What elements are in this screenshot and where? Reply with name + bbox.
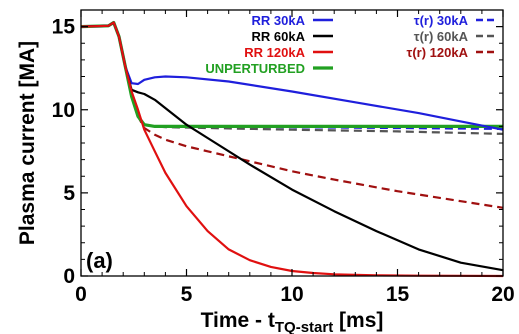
y-axis-label: Plasma current [MA] — [16, 41, 39, 245]
legend-label-5: τ(r) 60kA — [414, 29, 469, 44]
legend-label-3: UNPERTURBED — [205, 61, 305, 76]
x-axis-label-unit: [ms] — [333, 309, 383, 332]
y-tick-label-0: 0 — [63, 265, 75, 288]
panel-label: (a) — [86, 248, 113, 273]
x-tick-label-2: 10 — [280, 283, 303, 306]
y-tick-label-1: 5 — [63, 182, 75, 205]
legend-label-2: RR 120kA — [244, 45, 305, 60]
x-tick-label-1: 5 — [181, 283, 193, 306]
x-tick-label-0: 0 — [75, 283, 87, 306]
x-tick-label-3: 15 — [386, 283, 410, 306]
legend-label-0: RR 30kA — [252, 13, 306, 28]
x-axis-label-subscript: TQ-start — [275, 319, 333, 334]
legend-label-6: τ(r) 120kA — [407, 45, 469, 60]
x-tick-label-4: 20 — [491, 283, 514, 306]
y-tick-label-3: 15 — [52, 16, 76, 39]
x-axis-label-main: Time - t — [201, 309, 275, 332]
x-axis-label: Time - tTQ-start [ms] — [201, 309, 384, 334]
legend-label-4: τ(r) 30kA — [414, 13, 469, 28]
legend-label-1: RR 60kA — [252, 29, 306, 44]
y-tick-label-2: 10 — [52, 99, 75, 122]
axes-layer: 0 5 10 15 20 0 5 10 15 Plasma current [MA] Time - … — [16, 9, 515, 334]
